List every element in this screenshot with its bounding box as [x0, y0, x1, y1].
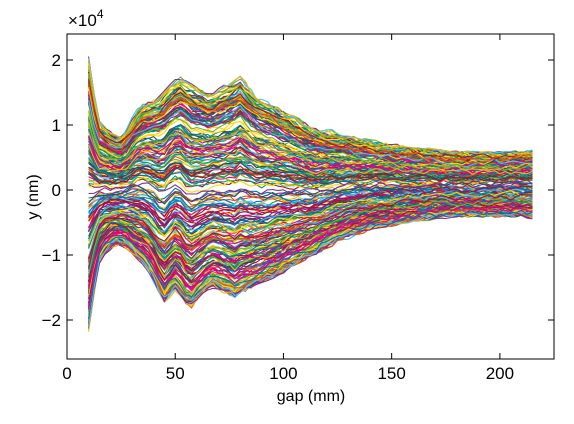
series-line	[88, 184, 533, 212]
plot-frame	[66, 33, 555, 360]
series-line	[88, 86, 533, 166]
series-line	[88, 79, 533, 161]
series-line	[88, 193, 533, 260]
series-line	[88, 211, 533, 328]
y-tick-label: −1	[42, 246, 61, 265]
series-line	[88, 136, 533, 176]
x-axis-label: gap (mm)	[277, 388, 345, 405]
series-line	[88, 165, 533, 185]
series-layer	[88, 56, 533, 332]
series-line	[88, 153, 533, 180]
series-line	[88, 202, 533, 297]
series-line	[88, 195, 533, 258]
series-line	[88, 164, 533, 184]
series-line	[88, 209, 533, 319]
y-tick-label: −2	[42, 311, 61, 330]
series-line	[88, 185, 533, 222]
x-tick-label: 150	[377, 364, 405, 383]
series-line	[88, 197, 533, 275]
series-line	[88, 180, 533, 205]
series-line	[88, 206, 533, 307]
series-line	[88, 144, 533, 175]
series-line	[88, 82, 533, 164]
series-line	[88, 60, 533, 159]
series-line	[88, 135, 533, 174]
series-line	[88, 190, 533, 245]
y-tick-label: 1	[52, 116, 61, 135]
series-line	[88, 200, 533, 290]
series-line	[88, 125, 533, 171]
y-axis-label: y (nm)	[25, 174, 42, 219]
series-line	[88, 125, 533, 171]
x-tick-label: 50	[166, 364, 185, 383]
tick-label-layer: 0 50 100 150 200 −2 −1 0 1 2	[42, 51, 514, 383]
x-tick-label: 0	[62, 364, 71, 383]
x-tick-label: 100	[269, 364, 297, 383]
series-line	[88, 200, 533, 276]
series-line	[88, 86, 533, 165]
series-line	[88, 202, 533, 282]
series-line	[88, 161, 533, 181]
series-line	[88, 209, 533, 324]
y-tick-label: 0	[52, 181, 61, 200]
series-line	[88, 179, 533, 196]
x-tick-label: 200	[486, 364, 514, 383]
series-line	[88, 209, 533, 320]
y-tick-label: 2	[52, 51, 61, 70]
tick-layer	[66, 34, 554, 359]
series-line	[88, 189, 533, 246]
y-exponent-label: ×104	[68, 7, 104, 30]
series-line	[88, 191, 533, 242]
